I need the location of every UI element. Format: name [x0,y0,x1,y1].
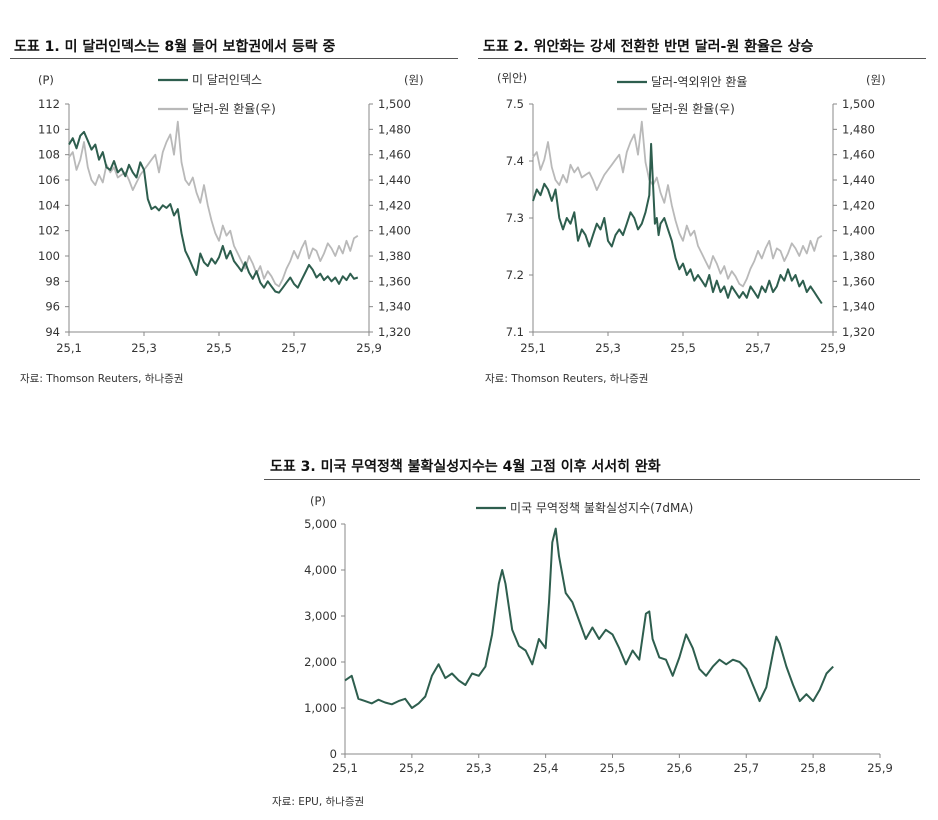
chart1-left-tick-label: 98 [45,274,60,288]
chart1-x-tick-label: 25,9 [356,341,382,355]
chart3-x-tick-label: 25,3 [466,761,492,775]
chart1-legend-label: 미 달러인덱스 [192,73,262,87]
chart1-source: 자료: Thomson Reuters, 하나증권 [20,373,184,385]
chart2-right-unit: (원) [866,73,886,87]
chart1-legend-label: 달러-원 환율(우) [192,102,276,116]
chart3-title-rule [264,479,920,480]
chart2-right-tick-label: 1,480 [842,122,875,136]
chart2-x-tick-label: 25,9 [820,341,846,355]
chart1-right-tick-label: 1,360 [378,274,411,288]
chart2-left-tick-label: 7.1 [506,325,524,339]
chart2-x-tick-label: 25,3 [595,341,621,355]
chart3-x-tick-label: 25,2 [399,761,425,775]
chart2-left-tick-label: 7.4 [506,154,524,168]
chart1-left-tick-label: 100 [38,249,60,263]
chart1-left-tick-label: 110 [38,122,60,136]
chart2-left-tick-label: 7.5 [506,97,524,111]
chart2-x-tick-label: 25,5 [670,341,696,355]
chart2-right-tick-label: 1,420 [842,198,875,212]
chart1-left-tick-label: 96 [45,300,60,314]
chart2-title-rule [478,58,926,59]
chart3-x-tick-label: 25,9 [867,761,893,775]
chart1-left-tick-label: 102 [38,224,60,238]
chart3-title: 도표 3. 미국 무역정책 불확실성지수는 4월 고점 이후 서서히 완화 [270,459,661,475]
chart1-right-tick-label: 1,320 [378,325,411,339]
chart3-x-tick-label: 25,1 [332,761,358,775]
chart2-legend-label: 달러-역외위안 환율 [651,75,747,89]
chart1-right-tick-label: 1,440 [378,173,411,187]
chart2-right-tick-label: 1,380 [842,249,875,263]
chart2-title: 도표 2. 위안화는 강세 전환한 반면 달러-원 환율은 상승 [483,39,814,55]
chart3-series-1-line [344,527,834,709]
chart1-right-tick-label: 1,340 [378,300,411,314]
chart2-right-tick-label: 1,360 [842,274,875,288]
chart2-right-tick-label: 1,500 [842,97,875,111]
chart1-left-tick-label: 112 [38,97,60,111]
chart2-right-tick-label: 1,460 [842,148,875,162]
chart3-source: 자료: EPU, 하나증권 [272,796,365,808]
chart2-series-1-line [532,142,823,305]
chart2-series-2-line [532,120,823,288]
chart1-x-tick-label: 25,7 [281,341,307,355]
chart2-x-tick-label: 25,1 [520,341,546,355]
chart1-right-unit: (원) [404,73,424,87]
chart2-right-tick-label: 1,440 [842,173,875,187]
chart2-left-tick-label: 7.2 [506,268,524,282]
chart1-right-tick-label: 1,400 [378,224,411,238]
chart2-left-unit: (위안) [497,71,527,85]
chart3-x-tick-label: 25,5 [600,761,626,775]
chart2-source: 자료: Thomson Reuters, 하나증권 [485,373,649,385]
chart3-legend-label: 미국 무역정책 불확실성지수(7dMA) [510,500,693,515]
chart3-x-tick-label: 25,8 [800,761,826,775]
chart2-right-tick-label: 1,400 [842,224,875,238]
chart2-x-tick-label: 25,7 [745,341,771,355]
chart2-legend-label: 달러-원 환율(우) [651,102,735,116]
chart3-left-tick-label: 0 [330,747,337,761]
chart1-right-tick-label: 1,480 [378,122,411,136]
chart3-left-tick-label: 4,000 [304,563,337,577]
chart1-right-tick-label: 1,500 [378,97,411,111]
chart1-title: 도표 1. 미 달러인덱스는 8월 들어 보합권에서 등락 중 [14,39,336,55]
chart3-left-tick-label: 3,000 [304,609,337,623]
chart1-x-tick-label: 25,3 [131,341,157,355]
chart1-left-tick-label: 106 [38,173,60,187]
chart3-left-tick-label: 2,000 [304,655,337,669]
chart2-left-tick-label: 7.3 [506,211,524,225]
chart1-title-rule [10,58,458,59]
chart1-left-tick-label: 104 [38,198,60,212]
chart1-left-tick-label: 94 [45,325,60,339]
chart1-series-1-line [68,130,359,294]
chart1-right-tick-label: 1,380 [378,249,411,263]
chart2-right-tick-label: 1,320 [842,325,875,339]
chart3-x-tick-label: 25,6 [667,761,693,775]
chart1-x-tick-label: 25,5 [206,341,232,355]
chart2-right-tick-label: 1,340 [842,300,875,314]
chart3-x-tick-label: 25,7 [733,761,759,775]
chart1-left-tick-label: 108 [38,148,60,162]
chart3-left-tick-label: 1,000 [304,701,337,715]
chart3-left-unit: (P) [310,494,326,508]
chart3-x-tick-label: 25,4 [533,761,559,775]
chart1-right-tick-label: 1,460 [378,148,411,162]
chart1-left-unit: (P) [38,73,54,87]
chart1-right-tick-label: 1,420 [378,198,411,212]
chart1-x-tick-label: 25,1 [56,341,82,355]
chart1-series-2-line [68,120,359,288]
chart3-left-tick-label: 5,000 [304,517,337,531]
